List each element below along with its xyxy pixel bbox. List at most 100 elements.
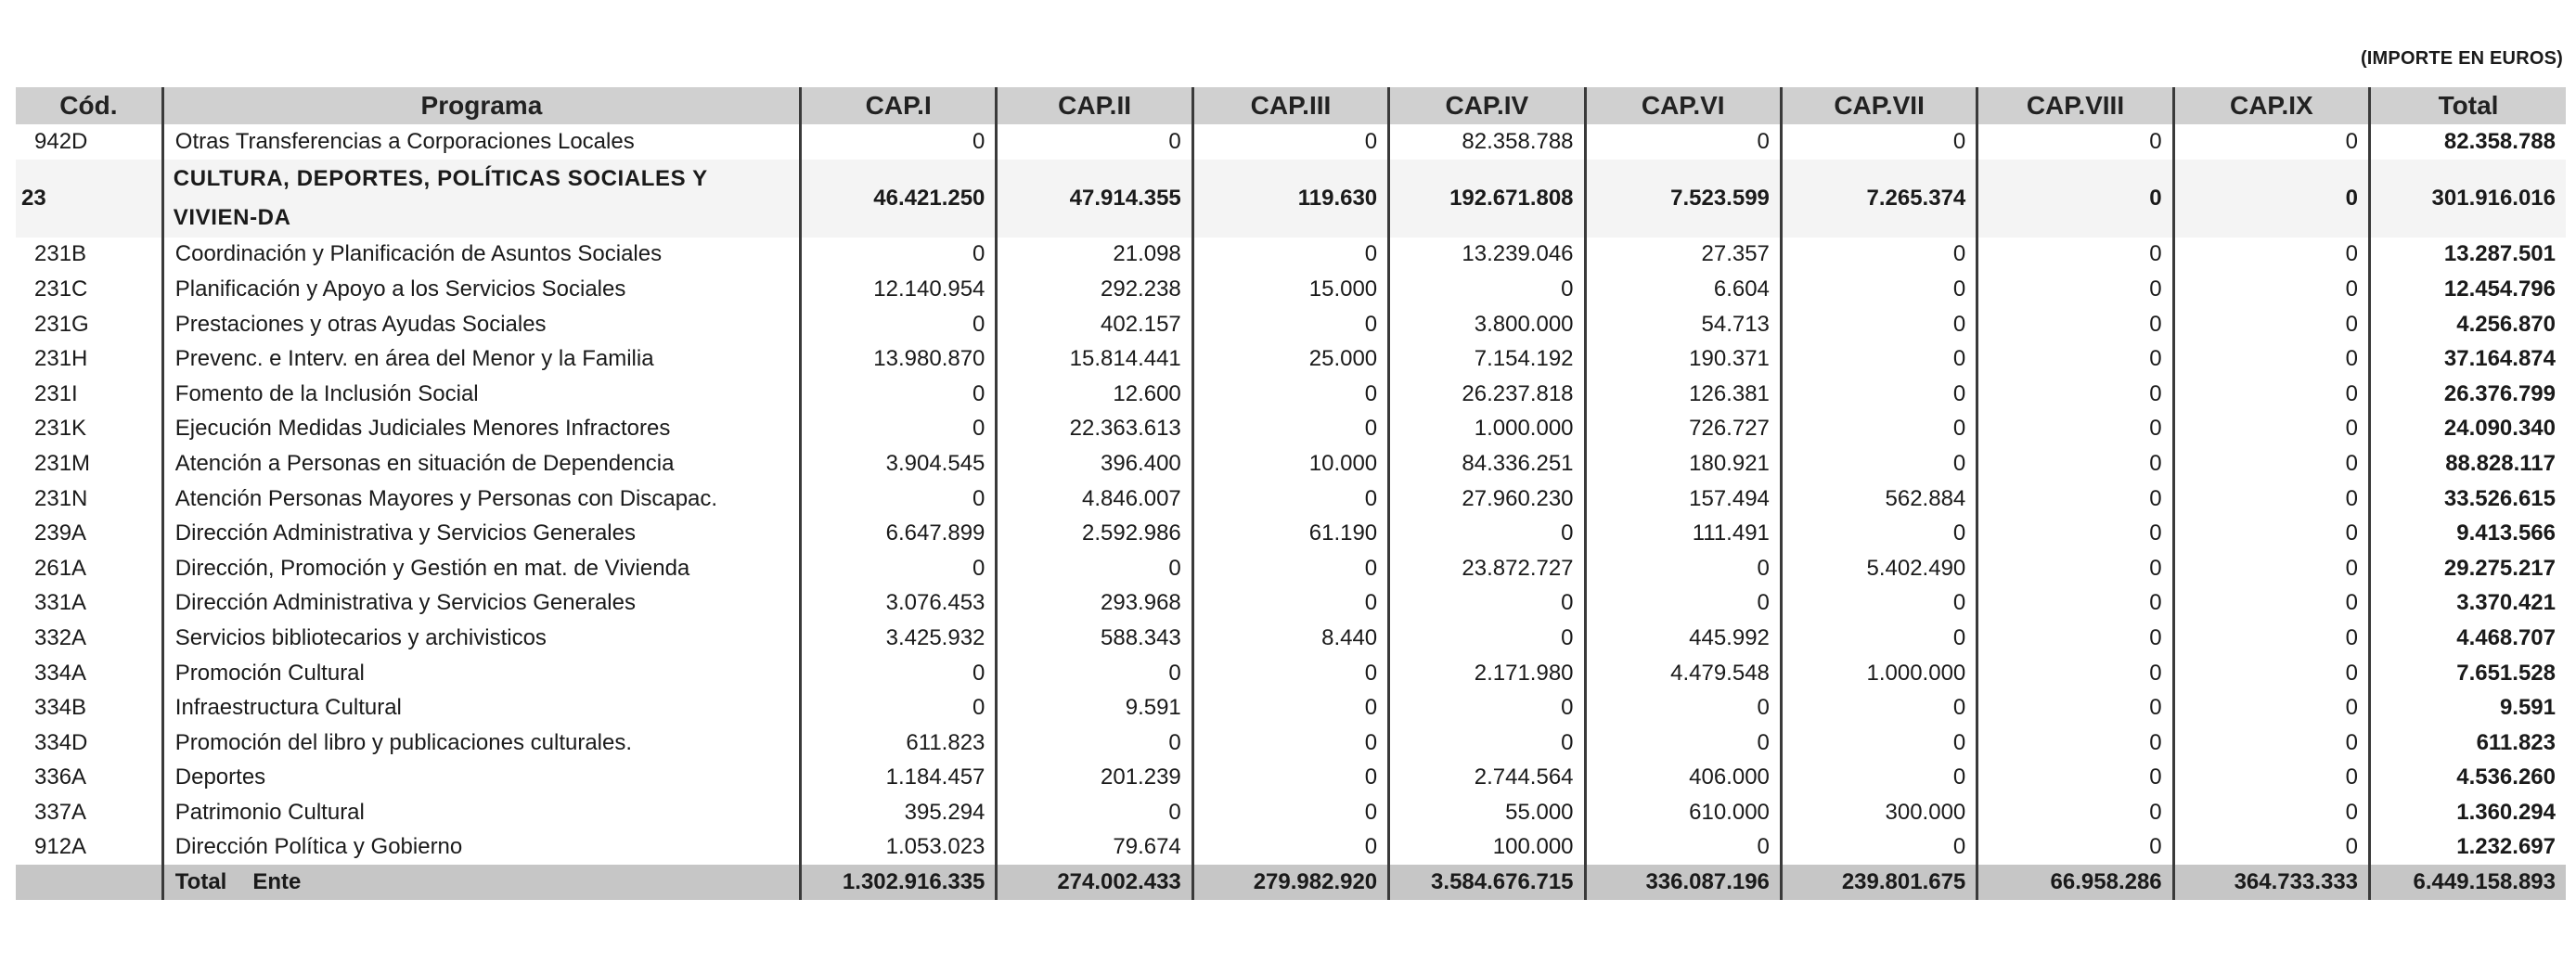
amount-cell: 0 xyxy=(1976,272,2174,307)
column-header: CAP.IV xyxy=(1387,87,1586,124)
table-row: 231N Atención Personas Mayores y Personas… xyxy=(16,481,2566,517)
table-row: 337A Patrimonio Cultural 395.294 0 0 55.000 61… xyxy=(16,795,2566,830)
amount-cell: 0 xyxy=(2171,795,2370,830)
amount-cell: 0 xyxy=(2171,725,2370,761)
table-row: 942D Otras Transferencias a Corporaciones… xyxy=(16,124,2566,160)
amount-cell: 0 xyxy=(1387,516,1586,551)
amount-cell: 0 xyxy=(2171,237,2370,273)
program-code: 334D xyxy=(34,729,88,755)
amount-cell: 6.647.899 xyxy=(799,516,997,551)
amount-cell: 0 xyxy=(799,124,997,160)
amount-cell: 3.800.000 xyxy=(1387,306,1586,342)
table-row: 239A Dirección Administrativa y Servicios… xyxy=(16,516,2566,551)
row-total-cell: 88.828.117 xyxy=(2368,446,2566,482)
amount-cell: 0 xyxy=(1976,725,2174,761)
table-body: 942D Otras Transferencias a Corporaciones… xyxy=(16,124,2566,901)
amount-cell: 12.140.954 xyxy=(799,272,997,307)
table-row: 231I Fomento de la Inclusión Social 0 12.60… xyxy=(16,376,2566,412)
amount-cell: 6.604 xyxy=(1583,272,1782,307)
amount-cell: 7.523.599 xyxy=(1583,159,1782,238)
amount-cell: 0 xyxy=(1583,690,1782,726)
amount-cell: 445.992 xyxy=(1583,621,1782,656)
amount-cell: 300.000 xyxy=(1779,795,1977,830)
amount-cell: 15.814.441 xyxy=(995,341,1193,377)
table-row: 231B Coordinación y Planificación de Asun… xyxy=(16,237,2566,273)
program-name: Dirección Política y Gobierno xyxy=(161,829,801,866)
amount-cell: 1.053.023 xyxy=(799,829,997,866)
amount-cell: 192.671.808 xyxy=(1387,159,1586,238)
amount-cell: 0 xyxy=(1976,690,2174,726)
amount-cell: 5.402.490 xyxy=(1779,550,1977,586)
amount-cell: 23.872.727 xyxy=(1387,550,1586,586)
amount-cell: 0 xyxy=(2171,272,2370,307)
program-name: CULTURA, DEPORTES, POLÍTICAS SOCIALES Y … xyxy=(161,159,801,238)
total-label: Total Ente xyxy=(161,865,801,901)
amount-cell: 726.727 xyxy=(1583,411,1782,447)
program-name: Planificación y Apoyo a los Servicios So… xyxy=(161,272,801,307)
program-code: 231N xyxy=(34,485,88,511)
amount-cell: 27.960.230 xyxy=(1387,481,1586,517)
amount-cell: 0 xyxy=(2171,306,2370,342)
column-header: CAP.IX xyxy=(2171,87,2370,124)
row-total-cell: 1.360.294 xyxy=(2368,795,2566,830)
row-total-cell: 29.275.217 xyxy=(2368,550,2566,586)
amount-cell: 0 xyxy=(1191,124,1389,160)
amount-cell: 610.000 xyxy=(1583,795,1782,830)
program-code: 23 xyxy=(16,159,163,238)
amount-cell: 0 xyxy=(1191,760,1389,796)
program-name: Fomento de la Inclusión Social xyxy=(161,376,801,412)
program-code: 231I xyxy=(34,380,78,406)
amount-cell: 0 xyxy=(1191,655,1389,691)
amount-cell: 126.381 xyxy=(1583,376,1782,412)
amount-cell: 12.600 xyxy=(995,376,1193,412)
amount-cell: 0 xyxy=(1779,829,1977,866)
amount-cell: 0 xyxy=(799,237,997,273)
amount-cell: 0 xyxy=(799,376,997,412)
row-total-cell: 26.376.799 xyxy=(2368,376,2566,412)
amount-cell: 82.358.788 xyxy=(1387,124,1586,160)
amount-cell: 0 xyxy=(799,690,997,726)
amount-cell: 47.914.355 xyxy=(995,159,1193,238)
amount-cell: 157.494 xyxy=(1583,481,1782,517)
amount-cell: 111.491 xyxy=(1583,516,1782,551)
amount-cell: 0 xyxy=(1387,272,1586,307)
column-header: CAP.VIII xyxy=(1976,87,2174,124)
amount-cell: 9.591 xyxy=(995,690,1193,726)
amount-cell: 7.265.374 xyxy=(1779,159,1977,238)
program-name: Servicios bibliotecarios y archivisticos xyxy=(161,621,801,656)
amount-cell: 1.184.457 xyxy=(799,760,997,796)
amount-cell: 46.421.250 xyxy=(799,159,997,238)
amount-cell: 0 xyxy=(1191,585,1389,622)
amount-cell: 0 xyxy=(1976,829,2174,866)
amount-cell: 3.904.545 xyxy=(799,446,997,482)
amount-cell: 0 xyxy=(799,411,997,447)
program-name: Ejecución Medidas Judiciales Menores Inf… xyxy=(161,411,801,447)
amount-cell: 0 xyxy=(1976,655,2174,691)
row-total-cell: 37.164.874 xyxy=(2368,341,2566,377)
amount-cell: 100.000 xyxy=(1387,829,1586,866)
row-total-cell: 3.370.421 xyxy=(2368,585,2566,622)
amount-cell: 0 xyxy=(2171,550,2370,586)
amount-cell: 84.336.251 xyxy=(1387,446,1586,482)
amount-cell: 0 xyxy=(995,795,1193,830)
column-header: CAP.II xyxy=(995,87,1193,124)
amount-cell: 8.440 xyxy=(1191,621,1389,656)
program-code: 331A xyxy=(34,590,87,616)
row-total-cell: 4.256.870 xyxy=(2368,306,2566,342)
amount-cell: 0 xyxy=(1191,376,1389,412)
amount-cell: 0 xyxy=(1779,411,1977,447)
amount-cell: 25.000 xyxy=(1191,341,1389,377)
amount-cell: 0 xyxy=(1191,550,1389,586)
program-name: Atención a Personas en situación de Depe… xyxy=(161,446,801,482)
program-code: 336A xyxy=(34,764,87,790)
program-code: 239A xyxy=(34,520,87,546)
amount-cell: 27.357 xyxy=(1583,237,1782,273)
amount-cell: 0 xyxy=(1583,550,1782,586)
row-total-cell: 13.287.501 xyxy=(2368,237,2566,273)
amount-cell: 0 xyxy=(1387,725,1586,761)
program-name: Deportes xyxy=(161,760,801,796)
amount-cell: 0 xyxy=(1976,306,2174,342)
amount-cell: 2.171.980 xyxy=(1387,655,1586,691)
program-code: 231B xyxy=(34,241,87,267)
amount-cell: 588.343 xyxy=(995,621,1193,656)
